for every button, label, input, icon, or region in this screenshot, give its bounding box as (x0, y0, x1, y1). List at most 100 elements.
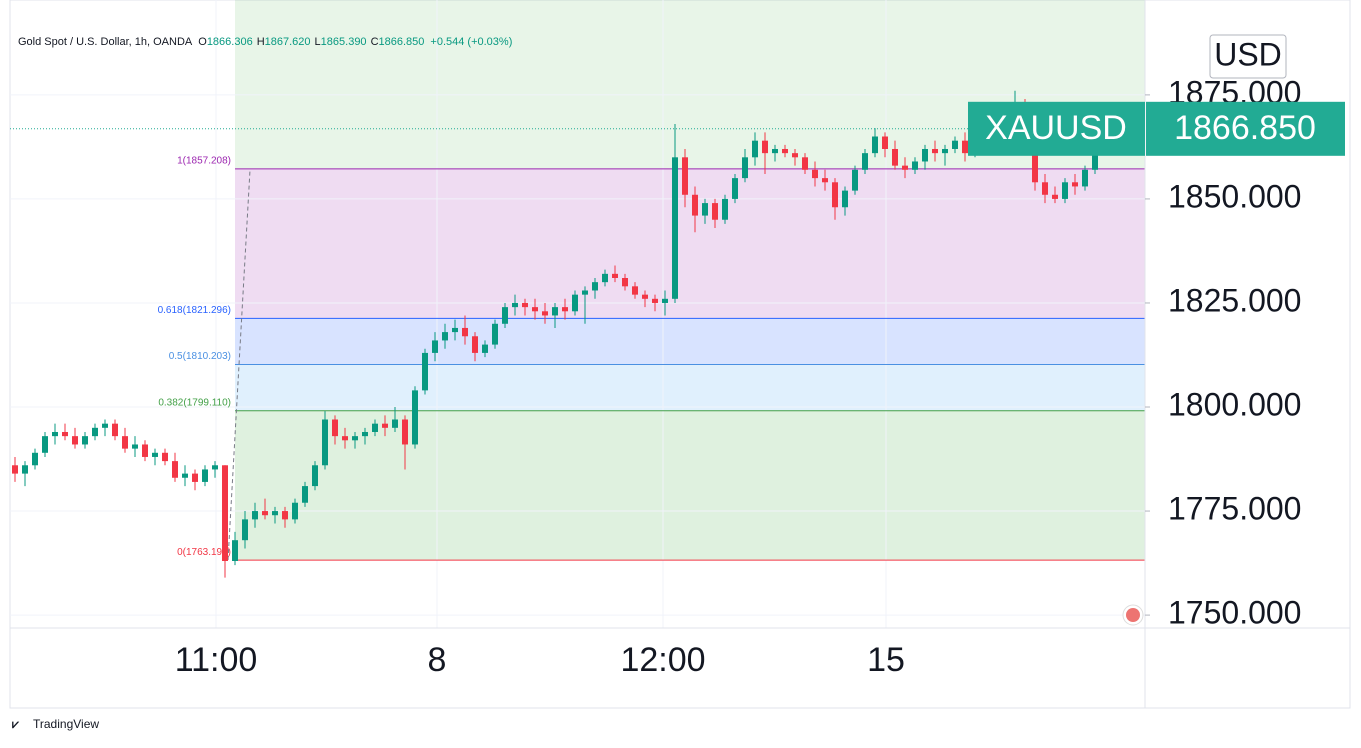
candle-body (672, 157, 678, 299)
candle-body (562, 307, 568, 312)
candle-body (582, 290, 588, 295)
candle-body (332, 419, 338, 437)
candle-body (532, 307, 538, 312)
candle-body (472, 336, 478, 353)
candle-body (162, 452, 168, 462)
ohlc-value: 1866.850 (379, 36, 425, 48)
candle-body (742, 157, 748, 179)
candle-body (922, 148, 928, 162)
candle-body (612, 273, 618, 279)
candle-body (182, 473, 188, 478)
brand[interactable]: TradingView (33, 717, 99, 731)
candle-body (682, 157, 688, 195)
candle-body (62, 431, 68, 437)
fib-zone (235, 364, 1145, 411)
flag-icon-inner (1126, 608, 1140, 622)
candle-body (422, 352, 428, 391)
change: +0.544 (+0.03%) (430, 36, 512, 48)
candle-body (282, 511, 288, 520)
candle-body (1072, 182, 1078, 187)
candle-body (342, 436, 348, 441)
y-tick-label: 1750.000 (1168, 595, 1301, 631)
candle-body (232, 540, 238, 561)
candle-body (1082, 169, 1088, 187)
candle-body (522, 302, 528, 308)
candle-body (762, 140, 768, 154)
candle-body (502, 307, 508, 324)
candle-body (402, 419, 408, 445)
candle-body (312, 465, 318, 487)
candle-body (42, 436, 48, 453)
ohlc-value: 1865.390 (321, 36, 367, 48)
candle-body (942, 148, 948, 154)
candle-body (572, 294, 578, 312)
candle-body (1052, 194, 1058, 199)
candle-body (222, 465, 228, 561)
candle-body (752, 140, 758, 158)
candle-body (22, 465, 28, 474)
header: Gold Spot / U.S. Dollar, 1h, OANDA O1866.… (18, 36, 512, 48)
candle-body (642, 294, 648, 299)
candle-body (632, 286, 638, 295)
candle-body (782, 148, 788, 154)
candle-body (52, 431, 58, 437)
candle-body (242, 519, 248, 541)
candle-body (872, 136, 878, 154)
candle-body (882, 136, 888, 149)
candle-body (1062, 182, 1068, 199)
candle-body (512, 302, 518, 308)
symbol: Gold Spot / U.S. Dollar, 1h, OANDA (18, 36, 193, 48)
candle-body (702, 203, 708, 216)
candle-body (542, 311, 548, 316)
candle-body (842, 190, 848, 208)
ohlc-key: L (315, 36, 321, 48)
y-tick-label: 1775.000 (1168, 491, 1301, 527)
candle-body (462, 327, 468, 337)
candle-body (652, 298, 658, 303)
candle-body (392, 419, 398, 428)
ohlc-key: H (257, 36, 265, 48)
fib-zone (235, 410, 1145, 561)
candle-body (72, 436, 78, 445)
y-tick-label: 1800.000 (1168, 386, 1301, 422)
candle-body (252, 511, 258, 520)
candle-body (142, 444, 148, 457)
logo[interactable]: ⩗ (12, 717, 20, 731)
candle-body (492, 323, 498, 345)
candle-body (732, 178, 738, 199)
candle-body (932, 148, 938, 154)
candle-body (482, 344, 488, 353)
x-tick-label: 8 (428, 641, 447, 679)
candle-body (272, 511, 278, 516)
fib-label: 0.618(1821.296) (158, 305, 231, 316)
fib-label: 0.5(1810.203) (169, 351, 231, 362)
candle-body (662, 298, 668, 303)
candle-body (442, 332, 448, 341)
candle-body (372, 423, 378, 432)
last-price: 1866.850 (1174, 109, 1316, 147)
ohlc-key: O (198, 36, 207, 48)
y-tick-label: 1825.000 (1168, 282, 1301, 318)
candle-body (1032, 140, 1038, 183)
candle-body (122, 436, 128, 449)
candle-body (892, 148, 898, 166)
ohlc-header: O1866.306 H1867.620 L1865.390 C1866.850 +0.5… (198, 36, 512, 48)
fib-zone (235, 168, 1145, 319)
candle-body (862, 153, 868, 170)
candle-body (902, 165, 908, 170)
candle-body (202, 469, 208, 482)
candle-body (722, 198, 728, 220)
fib-label: 1(1857.208) (177, 156, 231, 167)
currency-box[interactable] (1209, 34, 1287, 79)
ticker-box (968, 101, 1145, 156)
candle-body (712, 203, 718, 220)
x-tick-label: 11:00 (175, 641, 258, 679)
candle-body (102, 423, 108, 428)
currency[interactable]: USD (1214, 36, 1282, 72)
candle-body (212, 465, 218, 470)
candle-body (622, 278, 628, 287)
ohlc-value: 1866.306 (207, 36, 253, 48)
candle-body (322, 419, 328, 466)
candle-body (362, 431, 368, 437)
